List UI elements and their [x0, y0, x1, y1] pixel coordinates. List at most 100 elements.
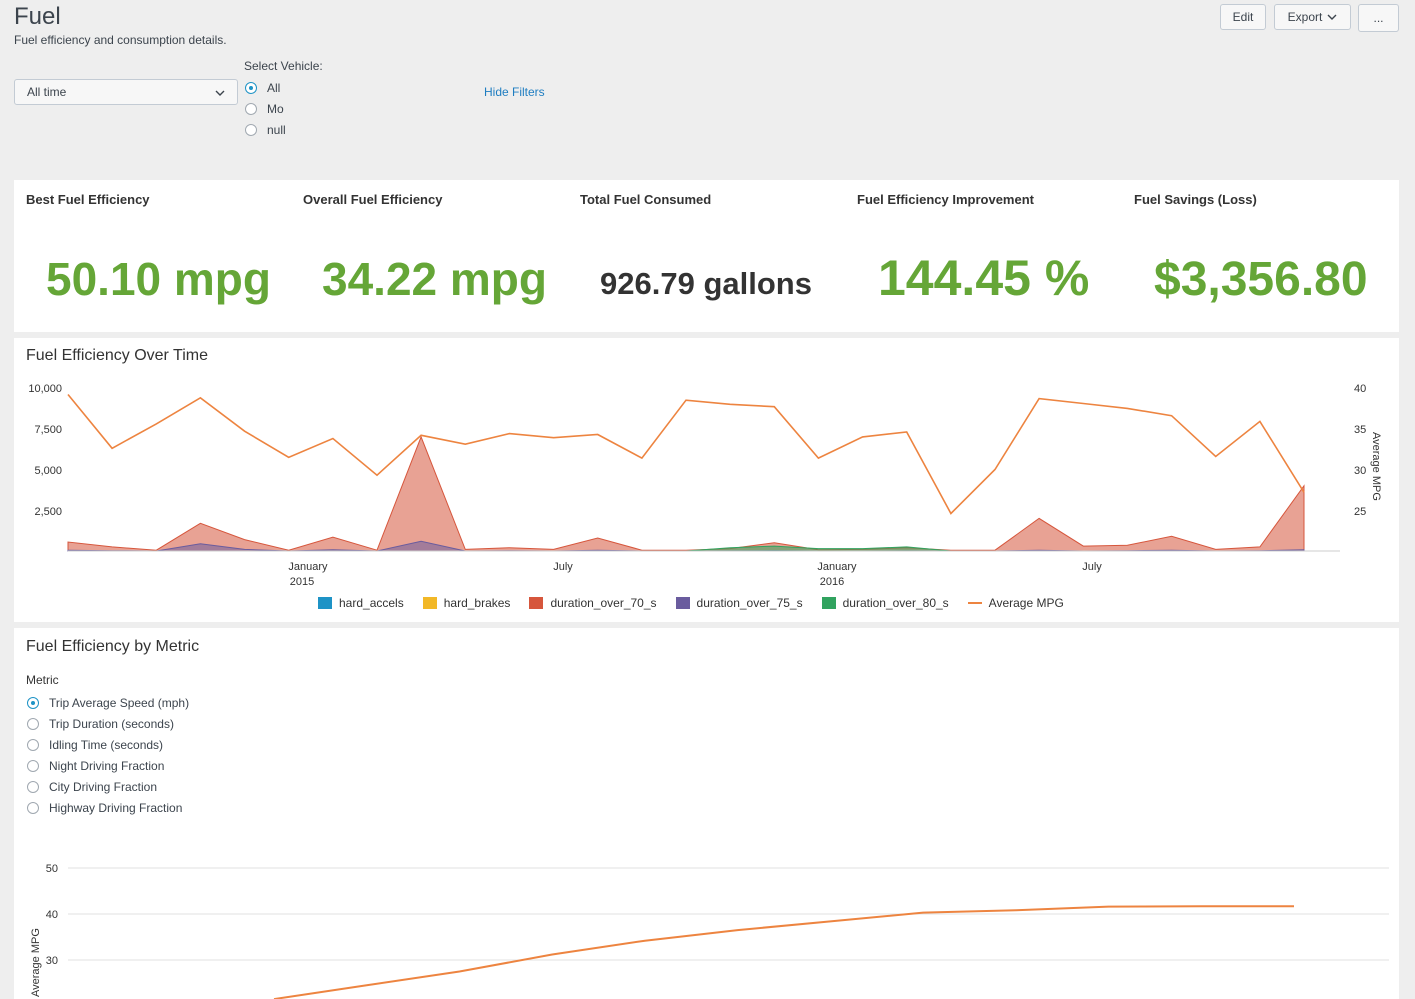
metric-option-label: Trip Average Speed (mph): [49, 695, 190, 710]
kpi-label-improvement: Fuel Efficiency Improvement: [857, 192, 1034, 207]
y-axis-label: Average MPG: [30, 928, 42, 997]
chart-legend: hard_accels hard_brakes duration_over_70…: [318, 596, 1083, 610]
metric-option[interactable]: Highway Driving Fraction: [27, 797, 189, 818]
over-time-panel: Fuel Efficiency Over Time 10,000 7,500 5…: [14, 338, 1399, 622]
radio-button[interactable]: [27, 696, 39, 709]
y-right-axis-label: Average MPG: [1370, 432, 1382, 501]
kpi-label-overall-efficiency: Overall Fuel Efficiency: [303, 192, 443, 207]
legend-label: duration_over_70_s: [550, 596, 657, 610]
metric-label: Metric: [26, 673, 59, 687]
edit-button[interactable]: Edit: [1220, 4, 1266, 30]
legend-label: hard_brakes: [443, 596, 511, 610]
x-tick: January: [817, 561, 857, 573]
vehicle-option-null[interactable]: null: [245, 119, 286, 140]
legend-label: duration_over_80_s: [842, 596, 949, 610]
legend-swatch: [967, 602, 982, 604]
y-left-tick: 10,000: [28, 383, 62, 395]
page-title: Fuel: [14, 3, 61, 30]
x-tick: January: [288, 561, 328, 573]
legend-item-duration-over-70[interactable]: duration_over_70_s: [529, 596, 657, 610]
time-range-select[interactable]: All time: [14, 79, 238, 105]
metric-option[interactable]: City Driving Fraction: [27, 776, 189, 797]
line-series-group: [273, 905, 1294, 999]
line-series-group: [67, 393, 1305, 515]
chevron-down-icon: [1327, 14, 1337, 20]
metric-option[interactable]: Trip Duration (seconds): [27, 713, 189, 734]
legend-swatch: [318, 597, 332, 609]
radio-button[interactable]: [27, 780, 39, 793]
vehicle-option-all[interactable]: All: [245, 77, 286, 98]
kpi-label-best-efficiency: Best Fuel Efficiency: [26, 192, 150, 207]
vehicle-option-label: Mo: [267, 101, 284, 116]
y-left-tick: 5,000: [34, 465, 62, 477]
radio-button[interactable]: [245, 81, 257, 94]
vehicle-radio-group: All Mo null: [245, 77, 286, 140]
kpi-value-overall-efficiency: 34.22 mpg: [322, 253, 547, 305]
series-line-average-mpg[interactable]: [273, 905, 1294, 999]
time-range-value: All time: [27, 85, 67, 99]
legend-swatch: [529, 597, 544, 609]
radio-button[interactable]: [245, 102, 257, 115]
radio-button[interactable]: [27, 717, 39, 730]
y-tick: 50: [46, 863, 58, 875]
legend-item-hard-accels[interactable]: hard_accels: [318, 596, 404, 610]
over-time-chart: 10,000 7,500 5,000 2,500 40 35 30 25 Ave…: [28, 383, 1382, 588]
kpi-label-savings: Fuel Savings (Loss): [1134, 192, 1257, 207]
metric-option-label: Night Driving Fraction: [49, 758, 165, 773]
x-tick: July: [553, 561, 573, 573]
legend-label: duration_over_75_s: [696, 596, 803, 610]
x-tick-year: 2016: [820, 576, 844, 588]
legend-item-duration-over-80[interactable]: duration_over_80_s: [821, 596, 949, 610]
x-tick-year: 2015: [290, 576, 314, 588]
hide-filters-link[interactable]: Hide Filters: [484, 85, 545, 99]
kpi-total-fuel-unit: gallons: [703, 266, 812, 301]
legend-swatch: [675, 597, 690, 609]
metric-option-label: Idling Time (seconds): [49, 737, 164, 752]
kpi-total-fuel-number: 926.79: [600, 266, 695, 301]
metric-option[interactable]: Night Driving Fraction: [27, 755, 189, 776]
legend-item-hard-brakes[interactable]: hard_brakes: [422, 596, 511, 610]
kpi-label-total-fuel: Total Fuel Consumed: [580, 192, 712, 207]
vehicle-label: Select Vehicle:: [244, 59, 323, 73]
x-tick: July: [1082, 561, 1102, 573]
metric-option-label: Trip Duration (seconds): [49, 716, 174, 731]
kpi-value-savings: $3,356.80: [1154, 253, 1368, 306]
over-time-title: Fuel Efficiency Over Time: [26, 347, 208, 364]
y-tick: 30: [46, 955, 58, 967]
more-button[interactable]: ...: [1358, 4, 1399, 32]
vehicle-option-mo[interactable]: Mo: [245, 98, 286, 119]
page-subtitle: Fuel efficiency and consumption details.: [14, 33, 227, 47]
legend-label: Average MPG: [988, 596, 1064, 610]
series-line-average-mpg[interactable]: [67, 393, 1305, 515]
y-right-tick: 30: [1354, 465, 1366, 477]
export-button-label: Export: [1287, 10, 1323, 24]
y-right-tick: 35: [1354, 424, 1366, 436]
radio-button[interactable]: [245, 123, 257, 136]
area-series-group: [67, 435, 1305, 552]
legend-item-duration-over-75[interactable]: duration_over_75_s: [675, 596, 803, 610]
y-right-tick: 40: [1354, 383, 1366, 395]
kpi-panel: Best Fuel Efficiency Overall Fuel Effici…: [14, 180, 1399, 332]
radio-button[interactable]: [27, 759, 39, 772]
legend-swatch: [422, 597, 437, 609]
vehicle-option-label: All: [267, 80, 281, 95]
y-tick: 40: [46, 909, 58, 921]
metric-option-label: Highway Driving Fraction: [49, 800, 183, 815]
legend-label: hard_accels: [339, 596, 404, 610]
kpi-value-improvement: 144.45 %: [878, 250, 1090, 306]
radio-button[interactable]: [27, 801, 39, 814]
legend-item-average-mpg[interactable]: Average MPG: [967, 596, 1064, 610]
export-button[interactable]: Export: [1274, 4, 1351, 30]
kpi-value-total-fuel: 926.79 gallons: [600, 266, 812, 302]
by-metric-chart: 50 40 30 Average MPG: [30, 863, 1389, 999]
vehicle-option-label: null: [267, 122, 286, 137]
y-right-tick: 25: [1354, 506, 1366, 518]
by-metric-panel: Fuel Efficiency by Metric Metric Trip Av…: [14, 628, 1399, 999]
radio-button[interactable]: [27, 738, 39, 751]
metric-option[interactable]: Trip Average Speed (mph): [27, 692, 189, 713]
by-metric-title: Fuel Efficiency by Metric: [26, 638, 200, 655]
series-area-duration-over-70-s[interactable]: [67, 435, 1305, 552]
metric-option-label: City Driving Fraction: [49, 779, 158, 794]
metric-option[interactable]: Idling Time (seconds): [27, 734, 189, 755]
kpi-value-best-efficiency: 50.10 mpg: [46, 253, 271, 305]
